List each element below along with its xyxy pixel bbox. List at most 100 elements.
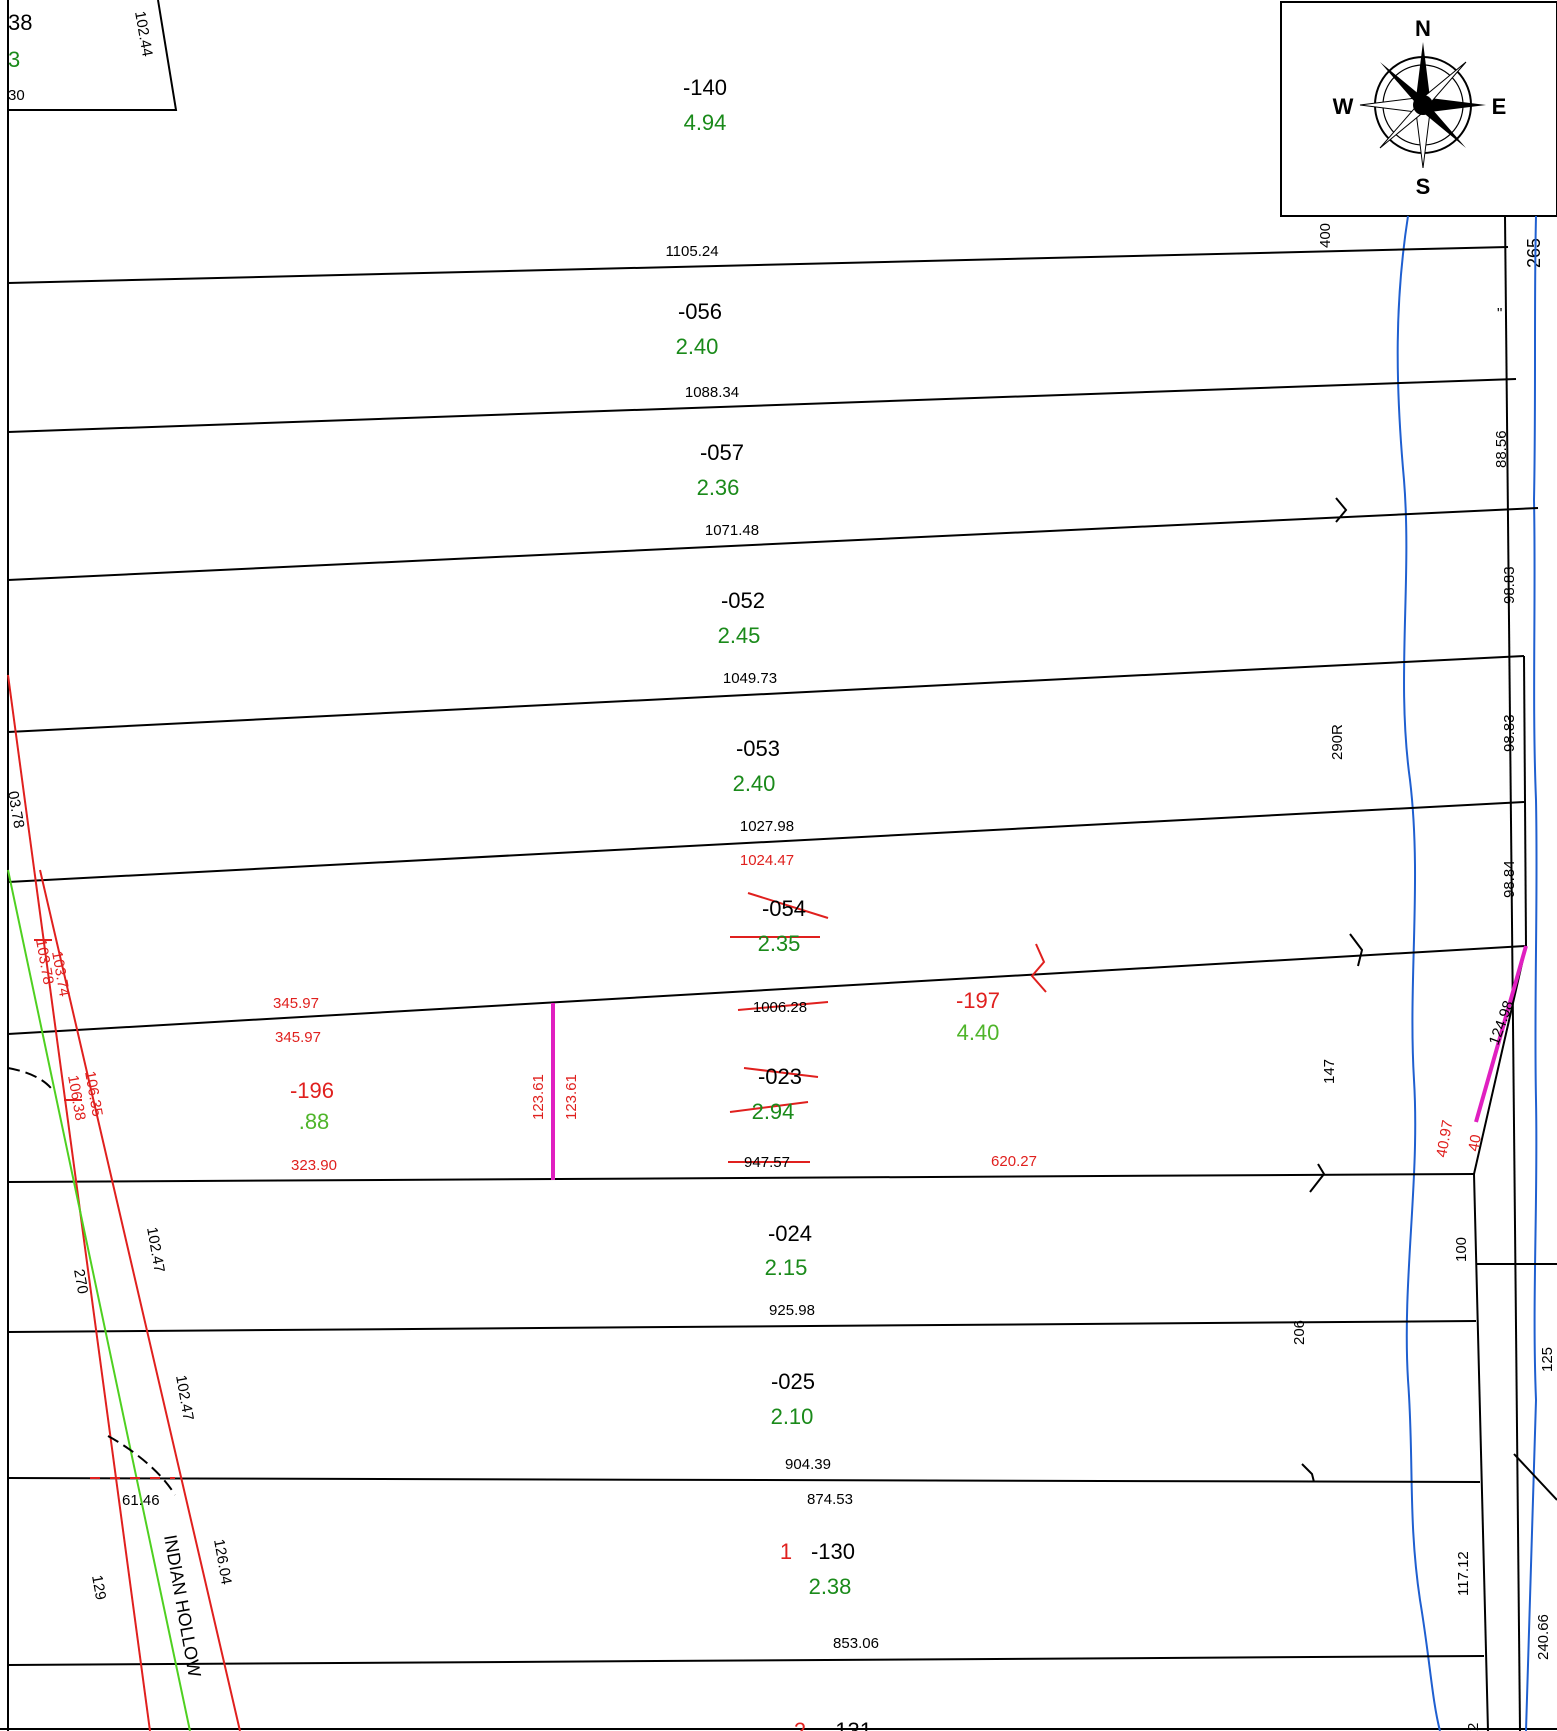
- frontage-dim: 1027.98: [740, 818, 794, 835]
- parcel-acres: 2.15: [765, 1255, 808, 1280]
- east-line-b: [1473, 945, 1527, 1175]
- compass-needle-nw: [1380, 62, 1426, 108]
- parcel-acres: 2.45: [718, 623, 761, 648]
- side-dim: 126.04: [210, 1538, 235, 1586]
- parcel-acres: 2.36: [697, 475, 740, 500]
- road-centerline: [7, 869, 191, 1731]
- parcel-acres: 2.40: [676, 334, 719, 359]
- frontage-dim: 1088.34: [685, 384, 739, 401]
- strike-054-id: [747, 892, 829, 919]
- parcel-id: -140: [683, 75, 727, 100]
- red-dim: 103.78: [32, 938, 57, 986]
- parcel-id: -052: [721, 588, 765, 613]
- side-dim: ": [1497, 305, 1502, 322]
- parcel-acres: 2.38: [809, 1574, 852, 1599]
- road-curve-1: [7, 1067, 55, 1093]
- lot-line-9: [7, 1477, 1481, 1483]
- split-line-diagonal: [1474, 945, 1528, 1123]
- red-zigzag: [1030, 943, 1047, 993]
- frontage-dims: 1105.24 1088.34 1071.48 1049.73 1027.98 …: [665, 243, 879, 1652]
- lot-line-3: [7, 507, 1539, 581]
- corner-dim: 102.44: [131, 10, 156, 58]
- corner-label-c: 30: [8, 87, 25, 104]
- side-dim: 98.83: [1501, 566, 1518, 604]
- parcel-id: -130: [811, 1539, 855, 1564]
- lot-line-1: [7, 246, 1509, 284]
- compass-e: E: [1492, 94, 1507, 119]
- parcel-id-retired: -054: [762, 896, 806, 921]
- new-parcel-id: -197: [956, 988, 1000, 1013]
- strike-023-acres: [729, 1101, 809, 1113]
- new-parcel-acres: 4.40: [957, 1020, 1000, 1045]
- red-dim: 1024.47: [740, 852, 794, 869]
- parcel-id: -131: [828, 1718, 872, 1731]
- parcel-acres-retired: 2.35: [758, 931, 801, 956]
- frontage-dim: 874.53: [807, 1491, 853, 1508]
- side-dim: 2: [1465, 1723, 1482, 1731]
- frontage-dim-retired: 947.57: [744, 1154, 790, 1171]
- tick-mark-1: [1335, 497, 1348, 523]
- red-dim: 345.97: [273, 995, 319, 1012]
- parcel-id: -053: [736, 736, 780, 761]
- parcel-id: -056: [678, 299, 722, 324]
- east-line-a: [1523, 655, 1527, 947]
- parcel-acres: 4.94: [684, 110, 727, 135]
- lot-line-6: [7, 945, 1527, 1035]
- lot-line-10: [7, 1655, 1485, 1666]
- parcel-prefix: 2: [794, 1718, 806, 1731]
- frontage-dim: 925.98: [769, 1302, 815, 1319]
- red-dim: 40: [1465, 1133, 1485, 1152]
- side-dim: 290R: [1329, 724, 1346, 760]
- side-dim: 61.46: [122, 1492, 160, 1509]
- side-dim: 98.83: [1501, 714, 1518, 752]
- right-road-edge: [1504, 215, 1521, 1731]
- frontage-dim: 904.39: [785, 1456, 831, 1473]
- side-dims: 400 " 88.56 98.83 98.83 290R 98.84 124.9…: [4, 223, 1556, 1731]
- lot-line-7: [7, 1173, 1475, 1183]
- tick-mark-4: [1301, 1463, 1315, 1483]
- creek-east-bank: [1525, 215, 1538, 1731]
- side-dim: 102.47: [172, 1374, 197, 1422]
- compass-needle-e: [1423, 98, 1486, 112]
- side-dim: 88.56: [1493, 430, 1510, 468]
- compass-needle-se: [1420, 102, 1466, 148]
- compass-s: S: [1416, 174, 1431, 199]
- east-line-c: [1473, 1173, 1489, 1731]
- side-dim: 206: [1291, 1320, 1308, 1345]
- lot-line-5: [7, 801, 1525, 883]
- compass-w: W: [1333, 94, 1354, 119]
- frontage-dim: 1071.48: [705, 522, 759, 539]
- red-dim: 620.27: [991, 1153, 1037, 1170]
- strike-023-id: [743, 1067, 819, 1078]
- parcel-labels: -140 4.94 -056 2.40 -057 2.36 -052 2.45 …: [290, 75, 1000, 1731]
- side-dim: 147: [1321, 1059, 1338, 1084]
- red-dim: 40.97: [1433, 1119, 1456, 1159]
- tick-mark-2: [1349, 933, 1364, 967]
- side-dim: 100: [1453, 1237, 1470, 1262]
- compass-needle-n: [1416, 42, 1430, 105]
- road-curve-2: [107, 1435, 176, 1496]
- compass-n: N: [1415, 16, 1431, 41]
- compass-center: [1413, 95, 1433, 115]
- side-dim: 03.78: [4, 790, 27, 830]
- side-dim: 240.66: [1535, 1614, 1552, 1660]
- side-dim: 117.12: [1455, 1551, 1472, 1596]
- new-parcel-acres: .88: [299, 1109, 330, 1134]
- new-parcel-id: -196: [290, 1078, 334, 1103]
- strike-1006: [737, 1001, 829, 1011]
- lot-line-2: [7, 378, 1517, 433]
- lot-line-4: [7, 655, 1525, 733]
- side-dim: 98.84: [1501, 860, 1518, 898]
- parcel-acres: 2.40: [733, 771, 776, 796]
- red-dim: 345.97: [275, 1029, 321, 1046]
- lot-line-8: [7, 1320, 1477, 1333]
- parcel-prefix: 1: [780, 1539, 792, 1564]
- frontage-dim: 1049.73: [723, 670, 777, 687]
- parcel-id-retired: -023: [758, 1064, 802, 1089]
- frontage-dim: 853.06: [833, 1635, 879, 1652]
- red-dim: 123.61: [530, 1074, 547, 1120]
- corner-label-b: 3: [8, 47, 20, 72]
- road-265-label: 265: [1524, 238, 1544, 268]
- frontage-dim: 1105.24: [665, 243, 718, 260]
